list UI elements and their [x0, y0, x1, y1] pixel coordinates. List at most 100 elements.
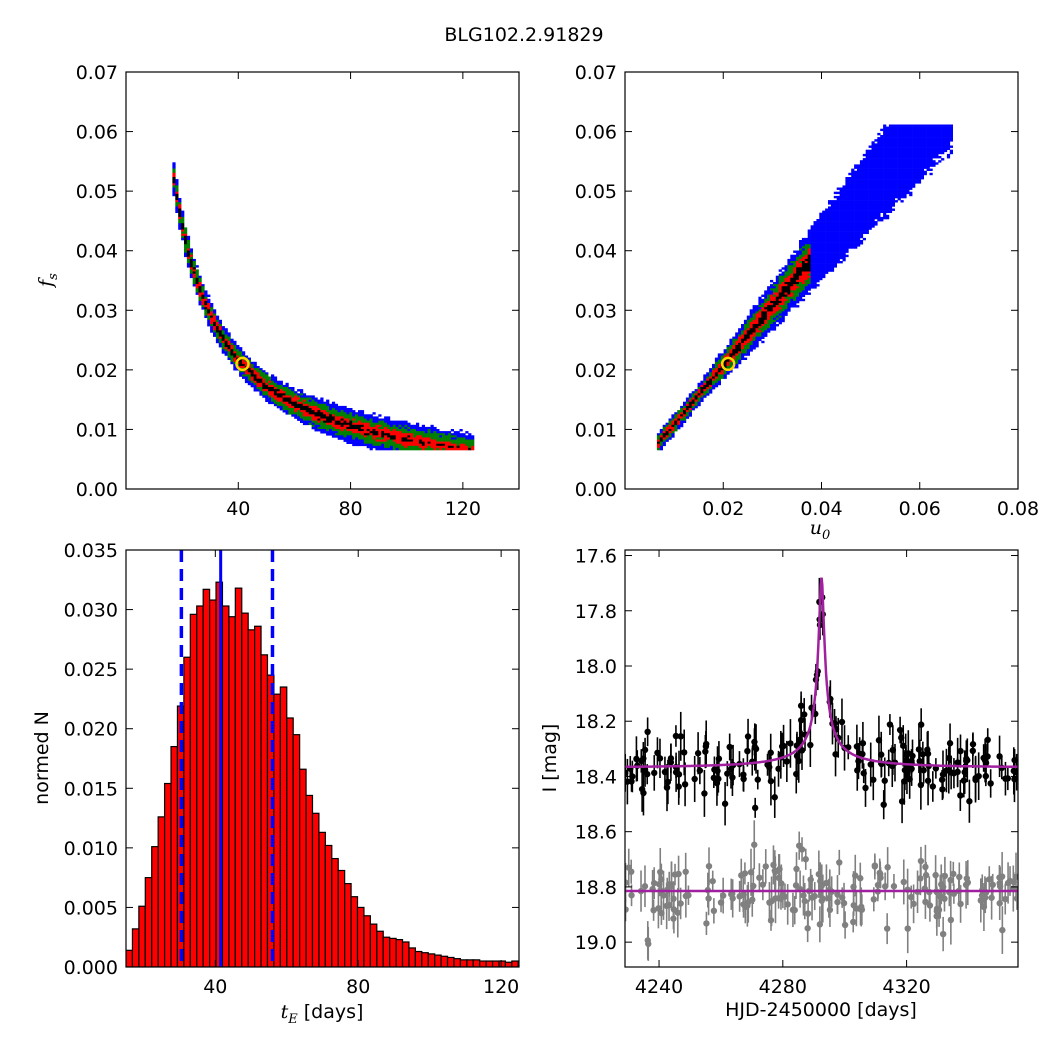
density-cell-mid [767, 319, 771, 323]
density-cell-mid [363, 439, 367, 442]
density-cell-outer [949, 145, 953, 148]
density-cell-outer [271, 376, 275, 379]
density-cell-outer [830, 237, 835, 241]
density-cell-outer [407, 424, 411, 428]
density-cell-outer [891, 191, 895, 195]
density-cell-inner [758, 311, 762, 314]
density-cell-outer [787, 305, 791, 308]
density-cell-mid [378, 443, 382, 447]
density-cell-mid [288, 393, 292, 396]
density-cell-mid [184, 229, 188, 232]
density-cell-outer [755, 340, 759, 344]
density-cell-outer [915, 147, 919, 150]
density-cell-outer [305, 422, 309, 426]
density-cell-core [262, 387, 266, 390]
density-cell-core [271, 389, 275, 392]
density-cell-outer [917, 170, 922, 174]
density-cell-outer [271, 374, 275, 377]
density-cell-outer [886, 153, 890, 157]
density-cell-inner [752, 334, 756, 337]
density-cell-core [807, 269, 811, 272]
density-cell-outer [810, 235, 814, 239]
density-cell-core [775, 300, 779, 304]
density-cell-mid [349, 433, 353, 436]
density-cell-core [195, 282, 199, 285]
density-cell-outer [816, 271, 820, 274]
density-cell-outer [900, 181, 904, 184]
density-cell-outer [714, 384, 719, 388]
density-cell-outer [842, 256, 846, 260]
density-cell-outer [175, 210, 179, 213]
density-cell-mid [401, 447, 405, 451]
density-cell-outer [372, 420, 376, 423]
density-cell-outer [859, 185, 864, 188]
density-cell-outer [839, 223, 843, 226]
density-cell-outer [813, 248, 817, 251]
density-cell-outer [836, 216, 840, 220]
density-cell-inner [302, 414, 307, 417]
density-cell-outer [848, 214, 852, 218]
density-cell-outer [883, 177, 887, 180]
density-cell-inner [784, 277, 788, 281]
density-cell-outer [868, 198, 872, 201]
density-cell-outer [848, 189, 852, 192]
density-cell-inner [198, 292, 202, 295]
density-cell-outer [877, 137, 881, 140]
residual-point [950, 870, 957, 878]
density-cell-outer [920, 124, 924, 127]
density-cell-outer [912, 130, 916, 134]
density-cell-mid [265, 378, 269, 381]
density-cell-outer [888, 172, 893, 176]
density-cell-outer [871, 198, 875, 201]
density-cell-core [793, 273, 797, 276]
density-cell-outer [848, 244, 852, 247]
density-cell-outer [755, 336, 759, 339]
data-point [651, 769, 658, 777]
density-cell-mid [468, 439, 472, 442]
density-cell-mid [732, 342, 736, 346]
density-cell-outer [877, 170, 881, 174]
density-cell-mid [752, 336, 756, 339]
density-cell-outer [906, 160, 910, 163]
density-cell-outer [932, 139, 936, 142]
density-cell-inner [427, 443, 431, 447]
density-cell-inner [416, 439, 420, 442]
density-cell-mid [799, 261, 803, 264]
density-cell-inner [784, 298, 788, 302]
density-cell-mid [717, 359, 721, 363]
density-cell-outer [825, 265, 829, 268]
density-cell-mid [360, 418, 365, 421]
density-cell-outer [851, 223, 855, 226]
density-cell-inner [700, 393, 704, 396]
density-cell-outer [822, 229, 826, 232]
density-cell-mid [416, 431, 420, 434]
density-cell-outer [726, 370, 730, 373]
density-cell-mid [334, 433, 338, 436]
density-cell-outer [886, 164, 890, 167]
density-cell-outer [859, 181, 864, 184]
density-cell-mid [372, 441, 376, 444]
histogram-bar [189, 613, 198, 967]
density-cell-outer [932, 135, 936, 138]
histogram-xlabel-units: [days] [298, 1001, 364, 1023]
density-cell-outer [868, 151, 872, 155]
density-cell-outer [186, 235, 191, 239]
density-cell-outer [828, 212, 832, 216]
density-cell-core [787, 288, 791, 291]
density-cell-inner [801, 277, 806, 281]
density-cell-outer [894, 185, 898, 188]
density-cell-mid [453, 439, 457, 442]
density-cell-outer [825, 271, 829, 274]
density-cell-outer [343, 439, 347, 442]
data-point [672, 769, 680, 776]
density-cell-mid [308, 401, 312, 405]
density-cell-outer [854, 206, 858, 209]
density-cell-inner [398, 431, 402, 434]
density-cell-outer [851, 216, 855, 220]
density-cell-inner [352, 429, 356, 432]
density-cell-inner [775, 305, 779, 308]
density-cell-inner [311, 414, 315, 417]
density-cell-core [204, 300, 208, 304]
density-cell-outer [859, 172, 864, 176]
density-cell-inner [389, 433, 394, 436]
